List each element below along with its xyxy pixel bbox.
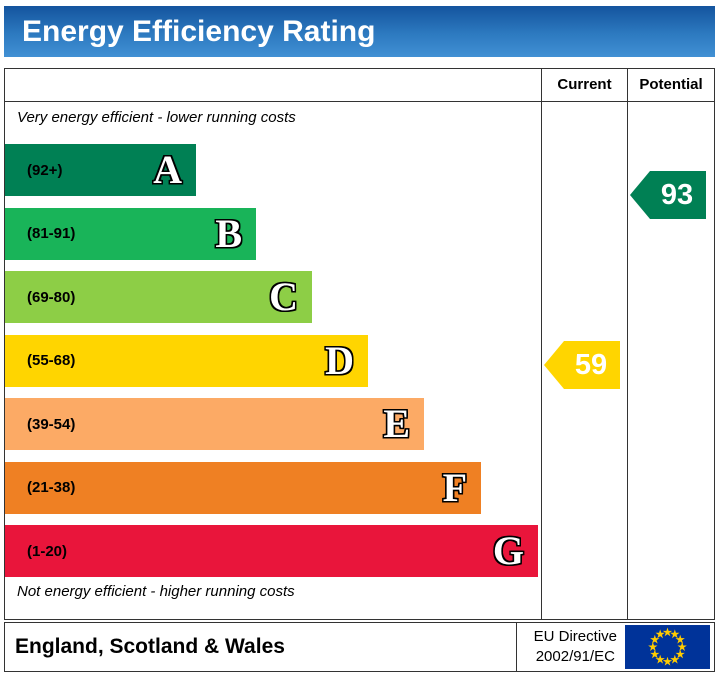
current-column-divider (541, 69, 542, 619)
band-letter: E (383, 401, 410, 446)
current-rating-arrow: 59 (544, 341, 620, 389)
band-range: (39-54) (27, 415, 76, 433)
epc-chart: Current Potential Very energy efficient … (4, 68, 715, 620)
bottom-caption: Not energy efficient - higher running co… (17, 583, 295, 600)
band-letter: A (153, 147, 182, 192)
band-g: (1-20) G (5, 525, 538, 577)
current-rating-value: 59 (574, 348, 608, 381)
band-range: (55-68) (27, 352, 76, 369)
band-range: (69-80) (27, 288, 76, 306)
header-banner: Energy Efficiency Rating (4, 6, 715, 57)
current-column-header: Current (557, 76, 612, 93)
footer-divider (516, 623, 517, 671)
band-letter: F (442, 464, 467, 510)
band-range: (92+) (27, 161, 63, 179)
page-title: Energy Efficiency Rating (22, 14, 376, 48)
eu-flag-icon (625, 625, 710, 669)
potential-rating-value: 93 (660, 178, 694, 211)
band-letter: G (492, 528, 524, 573)
band-b: (81-91) B (5, 207, 256, 260)
band-a: (92+) A (5, 144, 196, 196)
band-c: (69-80) C (5, 271, 312, 323)
potential-column-divider (627, 69, 628, 619)
footer: England, Scotland & Wales EU Directive 2… (4, 622, 715, 672)
eu-directive-label: EU Directive 2002/91/EC (534, 627, 617, 667)
eu-directive-line1: EU Directive (533, 628, 617, 645)
band-range: (21-38) (27, 479, 76, 496)
header-row-divider (5, 101, 714, 102)
potential-rating-arrow: 93 (630, 171, 706, 219)
band-e: (39-54) E (5, 398, 424, 450)
band-letter: B (215, 210, 242, 256)
band-d: (55-68) D (5, 334, 368, 387)
region-label: England, Scotland & Wales (15, 635, 285, 658)
top-caption: Very energy efficient - lower running co… (17, 109, 296, 126)
potential-column-header: Potential (639, 76, 703, 93)
band-f: (21-38) F (5, 461, 481, 514)
band-letter: D (325, 337, 354, 383)
band-range: (81-91) (27, 225, 76, 242)
band-letter: C (269, 274, 298, 319)
eu-directive-line2: 2002/91/EC (535, 648, 615, 665)
band-range: (1-20) (27, 542, 68, 560)
